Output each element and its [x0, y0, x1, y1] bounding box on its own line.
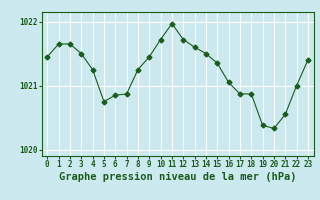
X-axis label: Graphe pression niveau de la mer (hPa): Graphe pression niveau de la mer (hPa)	[59, 172, 296, 182]
